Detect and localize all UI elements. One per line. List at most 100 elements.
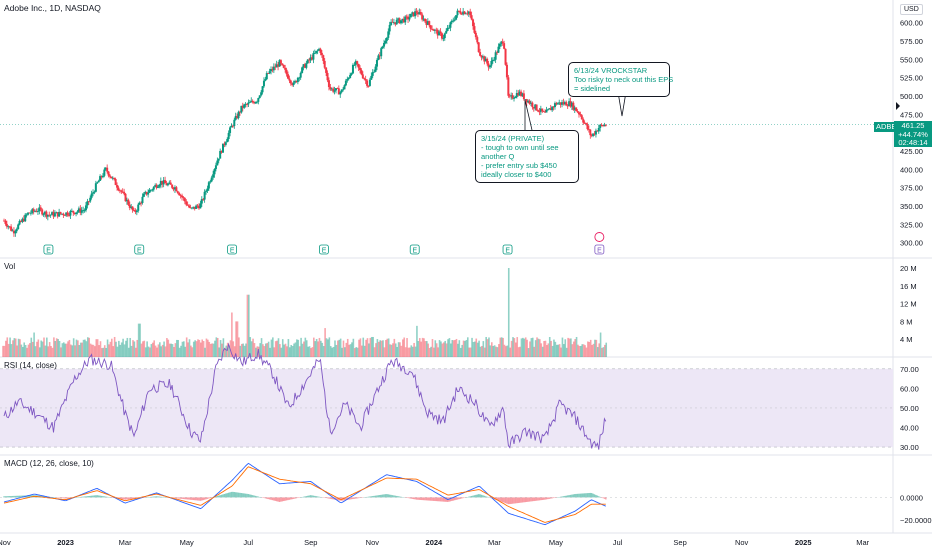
candle-body: [31, 209, 34, 213]
candle-body: [90, 193, 93, 198]
volume-bar: [290, 344, 293, 357]
candle-body: [247, 102, 250, 105]
candle-body: [199, 203, 202, 209]
currency-button[interactable]: USD: [900, 4, 923, 15]
rsi-line: [3, 342, 607, 450]
macd-histogram-bar: [514, 497, 517, 504]
price-tick-label: 350.00: [900, 202, 923, 211]
candle-body: [104, 167, 107, 170]
note-line: Too risky to neck out this EPS: [574, 75, 674, 84]
volume-bar: [92, 344, 95, 357]
volume-bar: [57, 339, 59, 357]
volume-bar: [236, 321, 239, 357]
idea-note-private[interactable]: 3/15/24 (PRIVATE) - tough to own until se…: [475, 130, 579, 183]
macd-histogram-bar: [130, 497, 132, 500]
candle-body: [176, 191, 179, 193]
volume-bar: [209, 343, 212, 357]
volume-bar: [578, 345, 581, 357]
candle-body: [213, 169, 216, 175]
candle-body: [559, 102, 562, 105]
volume-bar: [341, 347, 343, 357]
volume-bar: [581, 344, 584, 357]
volume-bar: [377, 341, 380, 357]
macd-histogram-bar: [201, 497, 203, 501]
macd-histogram-bar: [244, 493, 247, 498]
macd-histogram-bar: [123, 497, 125, 500]
volume-bar: [550, 340, 552, 357]
volume-bar: [527, 348, 530, 357]
macd-histogram-bar: [266, 497, 268, 499]
macd-histogram-bar: [280, 497, 282, 502]
candle-body: [545, 109, 548, 113]
price-tick-label: 575.00: [900, 37, 923, 46]
candle-body: [440, 33, 443, 39]
volume-bar: [563, 344, 565, 357]
macd-histogram-bar: [150, 496, 152, 498]
candle-body: [185, 201, 188, 205]
volume-bar: [286, 346, 288, 357]
earnings-icon-label: E: [597, 248, 602, 255]
rsi-series: [0, 342, 893, 450]
volume-bar: [300, 337, 302, 357]
candle-body: [503, 43, 506, 49]
macd-histogram-bar: [270, 497, 272, 500]
volume-bar: [492, 345, 495, 357]
price-tick-label: 500.00: [900, 92, 923, 101]
candle-body: [432, 29, 435, 31]
time-tick-label: Sep: [304, 538, 317, 547]
macd-axis: 0.0000 −20.0000: [900, 493, 932, 525]
candle-body: [529, 102, 532, 104]
candle-body: [197, 206, 200, 209]
candle-body: [359, 67, 362, 71]
candle-body: [234, 115, 237, 120]
candle-body: [414, 11, 417, 17]
macd-histogram-bar: [158, 496, 161, 498]
macd-histogram-bar: [561, 496, 563, 498]
macd-histogram-bar: [480, 494, 483, 498]
candle-body: [381, 46, 384, 49]
volume-bar: [89, 343, 92, 357]
macd-histogram-bar: [268, 497, 271, 500]
volume-bar: [248, 294, 250, 357]
volume-bar: [320, 340, 322, 357]
candle-body: [58, 211, 61, 217]
candle-body: [349, 74, 352, 78]
macd-histogram-bar: [496, 497, 498, 501]
macd-histogram-bar: [438, 497, 440, 502]
candle-body: [585, 123, 588, 125]
volume-bar: [308, 346, 311, 357]
idea-note-vrockstar[interactable]: 6/13/24 VROCKSTAR Too risky to neck out t…: [568, 62, 674, 97]
macd-histogram-bar: [528, 497, 531, 502]
volume-bar: [260, 338, 263, 357]
volume-bar: [233, 346, 236, 357]
candle-body: [553, 103, 556, 108]
candle-body: [260, 92, 263, 96]
volume-bar: [243, 345, 246, 357]
macd-histogram-bar: [485, 496, 487, 498]
volume-bar: [604, 344, 606, 357]
candle-body: [392, 22, 395, 24]
macd-histogram-bar: [312, 495, 315, 498]
macd-histogram-bar: [377, 495, 380, 498]
volume-bar: [587, 341, 589, 357]
candle-body: [72, 210, 75, 213]
candle-body: [35, 211, 38, 212]
volume-bar: [348, 344, 350, 357]
candle-body: [378, 55, 381, 57]
candle-body: [286, 74, 289, 79]
candle-body: [343, 85, 346, 90]
candle-body: [186, 204, 189, 206]
macd-histogram-bar: [209, 497, 211, 499]
candle-body: [107, 171, 110, 176]
macd-histogram-bar: [456, 497, 459, 500]
macd-histogram-bar: [257, 496, 260, 498]
macd-histogram-bar: [479, 494, 481, 498]
candle-body: [539, 108, 542, 112]
ticker-tag: ADBE: [874, 122, 899, 132]
volume-bar: [369, 337, 372, 357]
candle-body: [135, 210, 138, 213]
rsi-pane-label: RSI (14, close): [4, 361, 57, 370]
volume-bar: [291, 345, 294, 357]
candle-body: [350, 73, 353, 75]
